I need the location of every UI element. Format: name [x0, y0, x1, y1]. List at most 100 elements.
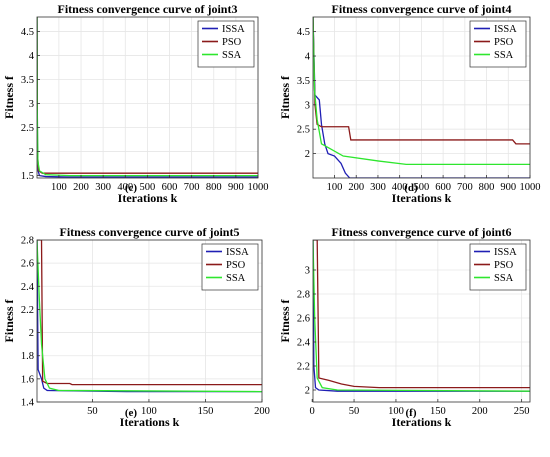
- panel-label: (f): [406, 407, 417, 419]
- x-axis-label: Iterations k: [392, 191, 452, 205]
- legend-entry-pso: PSO: [494, 260, 514, 271]
- y-tick-label: 3: [305, 266, 310, 277]
- y-axis-label: Fitness f: [2, 75, 16, 119]
- series-line-ssa: [313, 240, 530, 392]
- series-group: [313, 17, 530, 178]
- y-axis-label: Fitness f: [278, 75, 292, 119]
- y-tick-label: 4.5: [297, 27, 310, 38]
- series-line-pso: [313, 240, 530, 389]
- legend-entry-pso: PSO: [226, 260, 246, 271]
- x-tick-label: 150: [198, 406, 214, 417]
- y-tick-label: 3.5: [21, 75, 34, 86]
- x-tick-label: 250: [514, 406, 530, 417]
- x-tick-label: 700: [457, 182, 473, 193]
- x-axis-label: Iterations k: [120, 415, 180, 429]
- x-tick-label: 150: [430, 406, 446, 417]
- legend-entry-ssa: SSA: [226, 273, 246, 284]
- legend-entry-pso: PSO: [222, 37, 242, 48]
- chart-panel-2: 100 200 300 400 500 600 700 800 900 1000 2 2.5 3 3.5 4…: [278, 2, 541, 205]
- series-line-ssa: [313, 17, 530, 165]
- panel-label: (c): [125, 182, 138, 194]
- x-tick-label: 500: [414, 182, 430, 193]
- x-tick-label: 50: [349, 406, 360, 417]
- y-tick-label: 2: [305, 386, 310, 397]
- legend-entry-ssa: SSA: [222, 50, 242, 61]
- x-tick-label: 500: [140, 182, 156, 193]
- x-tick-label: 900: [228, 182, 244, 193]
- chart-title: Fitness convergence curve of joint3: [58, 2, 238, 16]
- y-axis-label: Fitness f: [2, 299, 16, 343]
- axes-box: [36, 239, 263, 403]
- x-tick-label: 1000: [248, 182, 269, 193]
- chart-panel-1: 100 200 300 400 500 600 700 800 900 1000 1.5 2 2.5 3 3…: [2, 2, 269, 205]
- y-axis-label: Fitness f: [278, 299, 292, 343]
- y-tick-label: 2.4: [21, 282, 35, 293]
- panel-label: (e): [125, 407, 138, 419]
- series-line-issa: [313, 240, 530, 392]
- y-tick-label: 4.5: [21, 27, 34, 38]
- legend-entry-ssa: SSA: [494, 50, 514, 61]
- legend: ISSA PSO SSA: [469, 243, 527, 291]
- x-tick-label: 100: [141, 406, 157, 417]
- chart-panel-3: 50 100 150 200 1.4 1.6 1.8 2 2.2 2.4 2.6 2.8 Fitness…: [2, 225, 270, 429]
- y-tick-label: 2: [29, 147, 34, 158]
- axes-box: [312, 239, 531, 403]
- y-tick-label: 1.8: [21, 351, 34, 362]
- chart-panel-4: 0 50 100 150 200 250 2 2.2 2.4 2.6 2.8 3 Fitness con…: [278, 225, 531, 429]
- x-tick-label: 300: [370, 182, 386, 193]
- x-tick-label: 200: [254, 406, 270, 417]
- y-tick-label: 2: [29, 328, 34, 339]
- y-tick-label: 2.8: [21, 236, 34, 247]
- chart-title: Fitness convergence curve of joint5: [60, 225, 240, 239]
- x-axis-label: Iterations k: [118, 191, 178, 205]
- y-tick-label: 1.6: [21, 374, 34, 385]
- x-tick-label: 200: [348, 182, 364, 193]
- y-tick-label: 3.5: [297, 76, 310, 87]
- x-tick-label: 400: [117, 182, 133, 193]
- y-tick-label: 4: [305, 52, 311, 63]
- legend-entry-issa: ISSA: [494, 24, 517, 35]
- series-line-ssa: [37, 240, 262, 393]
- legend-entry-issa: ISSA: [226, 247, 249, 258]
- x-tick-label: 600: [162, 182, 178, 193]
- series-line-issa: [313, 17, 530, 178]
- x-tick-label: 700: [184, 182, 200, 193]
- x-tick-label: 400: [392, 182, 408, 193]
- y-tick-label: 2.8: [297, 290, 310, 301]
- y-tick-label: 3: [305, 100, 310, 111]
- y-tick-label: 1.4: [21, 398, 35, 409]
- x-tick-label: 200: [73, 182, 89, 193]
- y-tick-label: 2: [305, 149, 310, 160]
- x-tick-label: 800: [206, 182, 222, 193]
- y-tick-label: 2.5: [21, 123, 34, 134]
- x-tick-label: 100: [51, 182, 67, 193]
- x-tick-label: 900: [500, 182, 516, 193]
- panel-label: (d): [404, 182, 418, 194]
- x-tick-label: 1000: [520, 182, 541, 193]
- legend: ISSA PSO SSA: [197, 20, 255, 68]
- chart-title: Fitness convergence curve of joint4: [332, 2, 512, 16]
- x-axis-label: Iterations k: [392, 415, 452, 429]
- y-tick-label: 2.5: [297, 125, 310, 136]
- y-tick-label: 2.2: [21, 305, 34, 316]
- y-tick-label: 2.6: [21, 259, 34, 270]
- y-tick-label: 2.2: [297, 362, 310, 373]
- series-line-pso: [313, 17, 530, 145]
- x-tick-label: 600: [435, 182, 451, 193]
- y-tick-label: 1.5: [21, 171, 34, 182]
- y-tick-label: 3: [29, 99, 34, 110]
- legend-entry-issa: ISSA: [222, 24, 245, 35]
- x-tick-label: 100: [388, 406, 404, 417]
- x-tick-label: 50: [87, 406, 98, 417]
- y-tick-label: 4: [29, 51, 35, 62]
- legend: ISSA PSO SSA: [201, 243, 259, 291]
- x-tick-label: 0: [310, 406, 315, 417]
- x-tick-label: 300: [95, 182, 111, 193]
- chart-title: Fitness convergence curve of joint6: [332, 225, 512, 239]
- x-tick-label: 200: [472, 406, 488, 417]
- legend: ISSA PSO SSA: [469, 20, 527, 68]
- series-line-issa: [37, 240, 262, 393]
- series-group: [313, 240, 530, 392]
- y-tick-label: 2.6: [297, 314, 310, 325]
- x-tick-label: 100: [327, 182, 343, 193]
